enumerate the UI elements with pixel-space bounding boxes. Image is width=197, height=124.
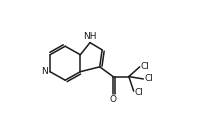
Text: NH: NH <box>83 32 96 41</box>
Text: O: O <box>110 95 117 104</box>
Text: Cl: Cl <box>141 62 150 71</box>
Text: Cl: Cl <box>135 88 143 97</box>
Text: N: N <box>41 67 48 76</box>
Text: Cl: Cl <box>144 75 153 83</box>
